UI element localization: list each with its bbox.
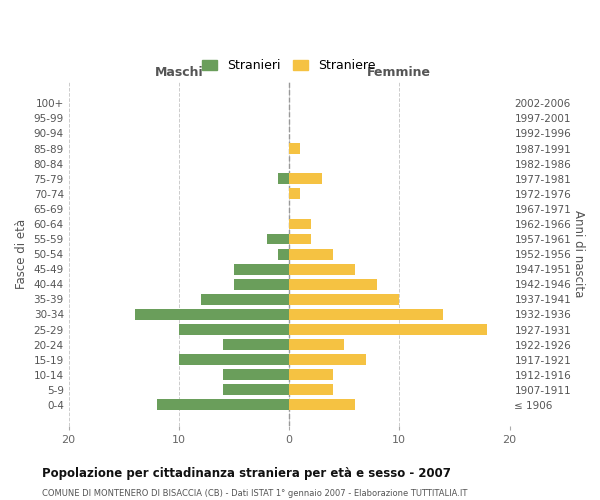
Bar	[289, 264, 355, 274]
Bar	[179, 354, 289, 365]
Bar	[289, 324, 487, 335]
Bar	[223, 370, 289, 380]
Y-axis label: Fasce di età: Fasce di età	[15, 219, 28, 289]
Bar	[289, 339, 344, 350]
Bar	[289, 218, 311, 230]
Bar	[289, 188, 300, 199]
Bar	[289, 279, 377, 289]
Bar	[289, 309, 443, 320]
Bar	[201, 294, 289, 305]
Text: Femmine: Femmine	[367, 66, 431, 79]
Bar	[179, 324, 289, 335]
Bar	[289, 370, 333, 380]
Bar	[289, 174, 322, 184]
Bar	[289, 294, 399, 305]
Bar	[289, 234, 311, 244]
Bar	[223, 384, 289, 396]
Text: Popolazione per cittadinanza straniera per età e sesso - 2007: Popolazione per cittadinanza straniera p…	[42, 468, 451, 480]
Bar	[289, 354, 366, 365]
Bar	[289, 143, 300, 154]
Text: COMUNE DI MONTENERO DI BISACCIA (CB) - Dati ISTAT 1° gennaio 2007 - Elaborazione: COMUNE DI MONTENERO DI BISACCIA (CB) - D…	[42, 489, 467, 498]
Text: Maschi: Maschi	[155, 66, 203, 79]
Bar	[135, 309, 289, 320]
Bar	[234, 264, 289, 274]
Bar	[267, 234, 289, 244]
Bar	[289, 400, 355, 410]
Bar	[157, 400, 289, 410]
Bar	[289, 384, 333, 396]
Bar	[234, 279, 289, 289]
Bar	[223, 339, 289, 350]
Legend: Stranieri, Straniere: Stranieri, Straniere	[197, 54, 381, 77]
Bar	[278, 248, 289, 260]
Bar	[278, 174, 289, 184]
Bar	[289, 248, 333, 260]
Y-axis label: Anni di nascita: Anni di nascita	[572, 210, 585, 298]
